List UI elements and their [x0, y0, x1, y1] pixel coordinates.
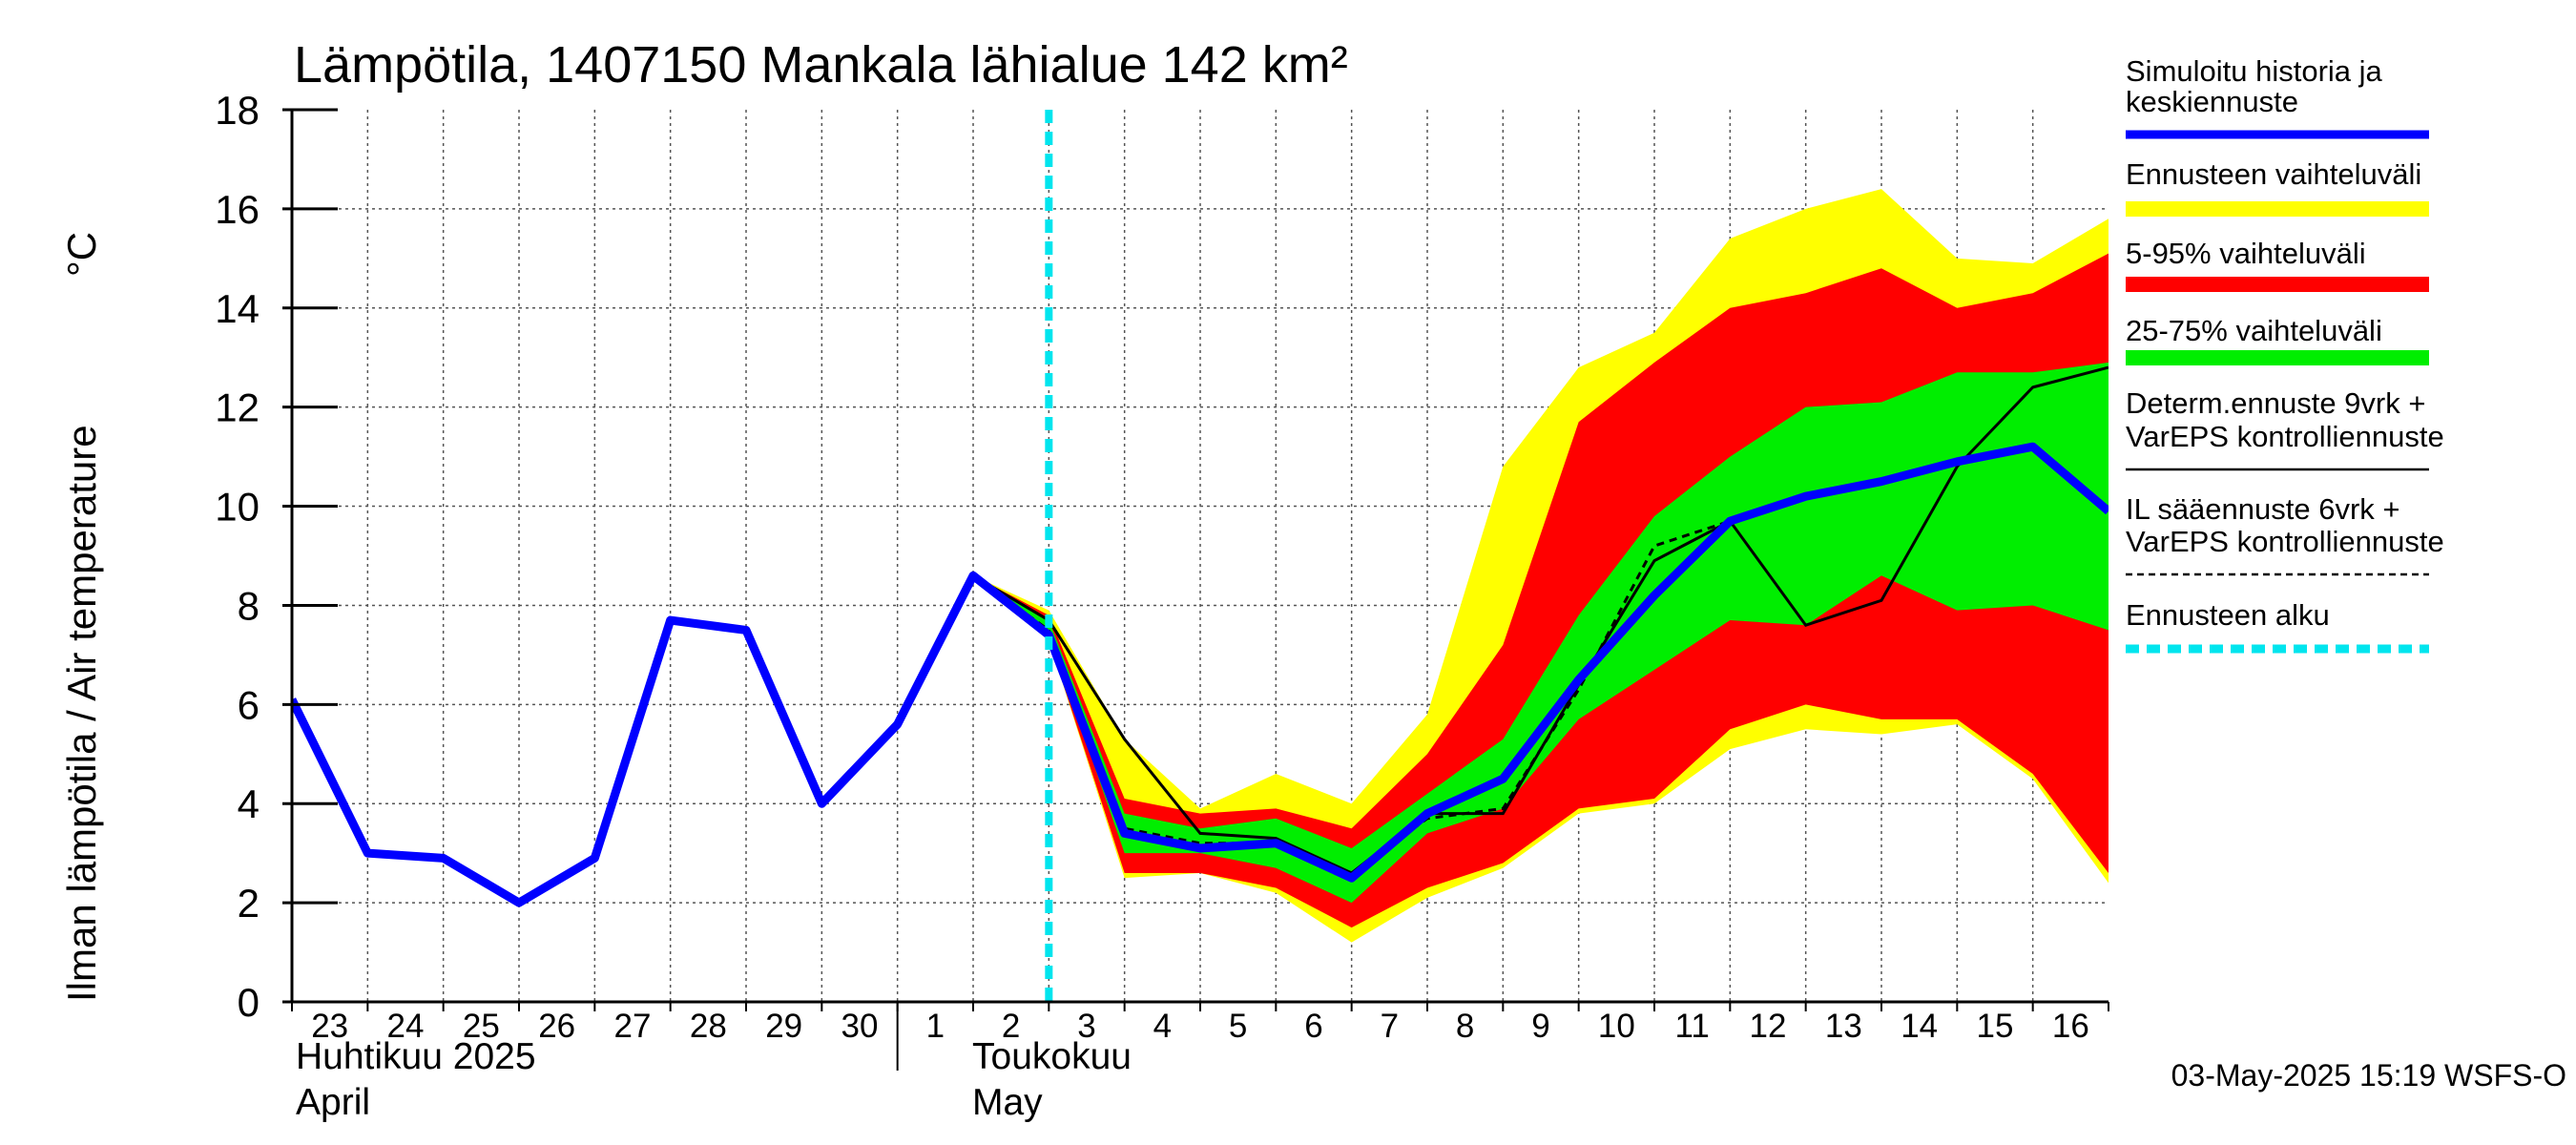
y-tick-label: 10 [215, 485, 260, 530]
x-day-label: 24 [387, 1008, 425, 1045]
x-day-label: 23 [311, 1008, 348, 1045]
legend-label: IL sääennuste 6vrk + [2126, 492, 2400, 526]
x-day-label: 26 [538, 1008, 575, 1045]
y-axis-unit: °C [59, 232, 104, 277]
month-label-april-fi: Huhtikuu 2025 [296, 1036, 536, 1077]
y-tick-label: 18 [215, 88, 260, 133]
y-tick-label: 2 [238, 881, 260, 926]
y-tick-label: 8 [238, 583, 260, 628]
y-axis-label: Ilman lämpötila / Air temperature [59, 425, 104, 1002]
x-day-label: 30 [841, 1008, 879, 1045]
y-tick-label: 4 [238, 781, 260, 826]
x-day-label: 29 [765, 1008, 802, 1045]
x-day-label: 15 [1977, 1008, 2014, 1045]
legend-label: 25-75% vaihteluväli [2126, 314, 2382, 347]
legend-label: VarEPS kontrolliennuste [2126, 525, 2444, 558]
x-day-label: 4 [1153, 1008, 1172, 1045]
x-day-label: 1 [926, 1008, 945, 1045]
legend-label: Simuloitu historia ja [2126, 54, 2383, 88]
x-day-label: 12 [1750, 1008, 1787, 1045]
x-day-label: 8 [1456, 1008, 1474, 1045]
chart-title: Lämpötila, 1407150 Mankala lähialue 142 … [294, 36, 1348, 94]
x-day-label: 6 [1304, 1008, 1322, 1045]
x-day-label: 13 [1825, 1008, 1862, 1045]
month-label-april-en: April [296, 1082, 370, 1123]
x-day-label: 28 [690, 1008, 727, 1045]
month-label-may-en: May [972, 1082, 1043, 1123]
x-day-label: 7 [1381, 1008, 1399, 1045]
legend-label: Ennusteen vaihteluväli [2126, 157, 2421, 191]
x-day-label: 2 [1002, 1008, 1020, 1045]
y-tick-label: 16 [215, 187, 260, 232]
footer-timestamp: 03-May-2025 15:19 WSFS-O [2171, 1058, 2566, 1093]
x-day-label: 9 [1531, 1008, 1549, 1045]
legend-label: Ennusteen alku [2126, 598, 2330, 632]
legend-label: 5-95% vaihteluväli [2126, 237, 2366, 270]
y-tick-label: 14 [215, 286, 260, 331]
x-day-label: 27 [614, 1008, 652, 1045]
x-day-label: 11 [1674, 1008, 1709, 1045]
x-day-label: 16 [2052, 1008, 2089, 1045]
legend-label: Determ.ennuste 9vrk + [2126, 386, 2425, 420]
x-day-label: 25 [463, 1008, 500, 1045]
x-day-label: 10 [1598, 1008, 1635, 1045]
y-tick-label: 12 [215, 385, 260, 430]
month-label-may-fi: Toukokuu [972, 1036, 1132, 1077]
x-day-label: 5 [1229, 1008, 1247, 1045]
simulated-history-line [292, 442, 2109, 907]
legend-label: keskiennuste [2126, 85, 2298, 118]
band-25-75 [973, 362, 2109, 904]
x-day-label: 3 [1077, 1008, 1095, 1045]
y-tick-label: 0 [238, 980, 260, 1025]
x-day-label: 14 [1901, 1008, 1938, 1045]
y-tick-label: 6 [238, 682, 260, 727]
legend-label: VarEPS kontrolliennuste [2126, 420, 2444, 453]
